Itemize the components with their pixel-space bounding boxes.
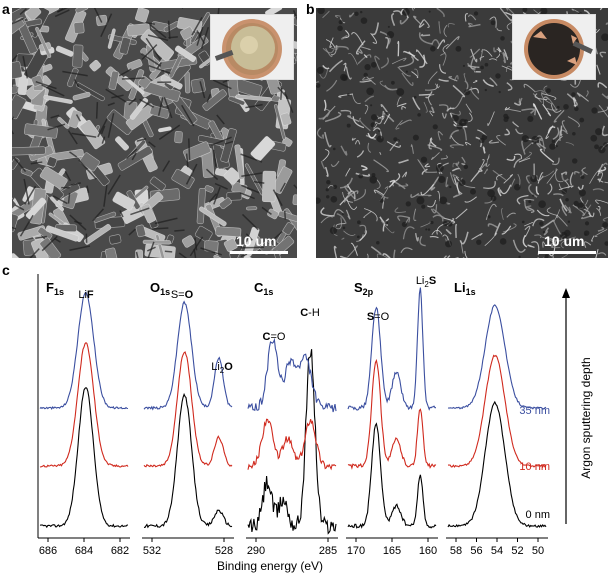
xps-tick-label: 54 (491, 545, 503, 557)
xps-curve-c-1 (247, 418, 337, 471)
xps-tick-label: 56 (470, 545, 482, 557)
xps-peak-label: C-H (300, 307, 320, 319)
xps-curve-f-1 (39, 341, 129, 468)
xps-peak-label: S=O (171, 289, 194, 301)
inset-photo-b (512, 14, 596, 80)
xps-tick-label: 170 (347, 545, 365, 557)
xps-tick-label: 528 (215, 545, 233, 557)
scale-bar-a (230, 251, 288, 254)
xps-peak-label: C=O (263, 331, 286, 343)
xps-tick-label: 682 (111, 545, 129, 557)
xps-title-f: F1s (46, 280, 64, 297)
xps-curve-o-2 (143, 300, 233, 411)
xps-tick-label: 165 (383, 545, 401, 557)
xps-curve-s-2 (347, 287, 436, 411)
xps-curve-o-1 (143, 351, 233, 468)
xps-title-s: S2p (354, 280, 374, 297)
xps-panel-li: Li1s 58 56 54 52 50 (446, 280, 548, 557)
scale-label-a: 10 um (236, 233, 277, 249)
xps-curve-f-2 (39, 291, 129, 411)
xps-title-c: C1s (254, 280, 273, 297)
xps-curve-c-2 (247, 337, 337, 413)
xps-depth-label: 10 nm (519, 461, 550, 473)
depth-axis-label: Argon sputtering depth (579, 357, 593, 478)
panel-letter-c: c (2, 262, 10, 278)
xps-curve-s-1 (347, 358, 437, 470)
xps-tick-label: 290 (247, 545, 265, 557)
xps-peak-label: S=O (367, 311, 390, 323)
xps-curve-f-0 (39, 387, 129, 529)
xps-peak-label: LiF (78, 289, 94, 301)
scale-bar-b (538, 251, 596, 254)
xps-panel-o: O1s 532 528 S=O Li2O (142, 280, 234, 557)
xps-peak-label: Li2O (211, 361, 233, 375)
xps-peak-label: Li2S (416, 275, 436, 289)
xps-x-axis-label: Binding energy (eV) (217, 559, 323, 573)
xps-curve-s-0 (347, 422, 437, 529)
panel-letter-b: b (306, 1, 315, 17)
xps-curve-li-2 (447, 304, 547, 410)
xps-tick-label: 285 (319, 545, 337, 557)
xps-tick-label: 50 (532, 545, 544, 557)
depth-arrow-head (562, 288, 570, 298)
xps-curve-o-0 (143, 392, 233, 529)
xps-spectra-figure: F1s 686 684 682 LiF O1s 532 528 S=O Li2O C1s 290 285… (37, 274, 593, 573)
xps-curve-c-0 (247, 349, 337, 535)
xps-tick-label: 58 (450, 545, 462, 557)
xps-curve-li-1 (447, 354, 547, 468)
inset-photo-a (210, 14, 294, 80)
panel-letter-a: a (2, 1, 10, 17)
xps-tick-label: 686 (39, 545, 57, 557)
xps-depth-label: 0 nm (526, 509, 550, 521)
xps-tick-label: 52 (511, 545, 523, 557)
xps-title-o: O1s (150, 280, 170, 297)
xps-panel-s: S2p 170 165 160 S=O Li2S (346, 275, 438, 557)
xps-title-li: Li1s (454, 280, 476, 297)
xps-tick-label: 684 (75, 545, 93, 557)
xps-depth-label: 35 nm (519, 405, 550, 417)
xps-tick-label: 532 (143, 545, 161, 557)
xps-curve-li-0 (447, 400, 547, 528)
xps-panel-c: C1s 290 285 C=O C-H (246, 280, 338, 557)
scale-label-b: 10 um (544, 233, 585, 249)
xps-panel-f: F1s 686 684 682 LiF (37, 274, 130, 557)
xps-tick-label: 160 (419, 545, 437, 557)
